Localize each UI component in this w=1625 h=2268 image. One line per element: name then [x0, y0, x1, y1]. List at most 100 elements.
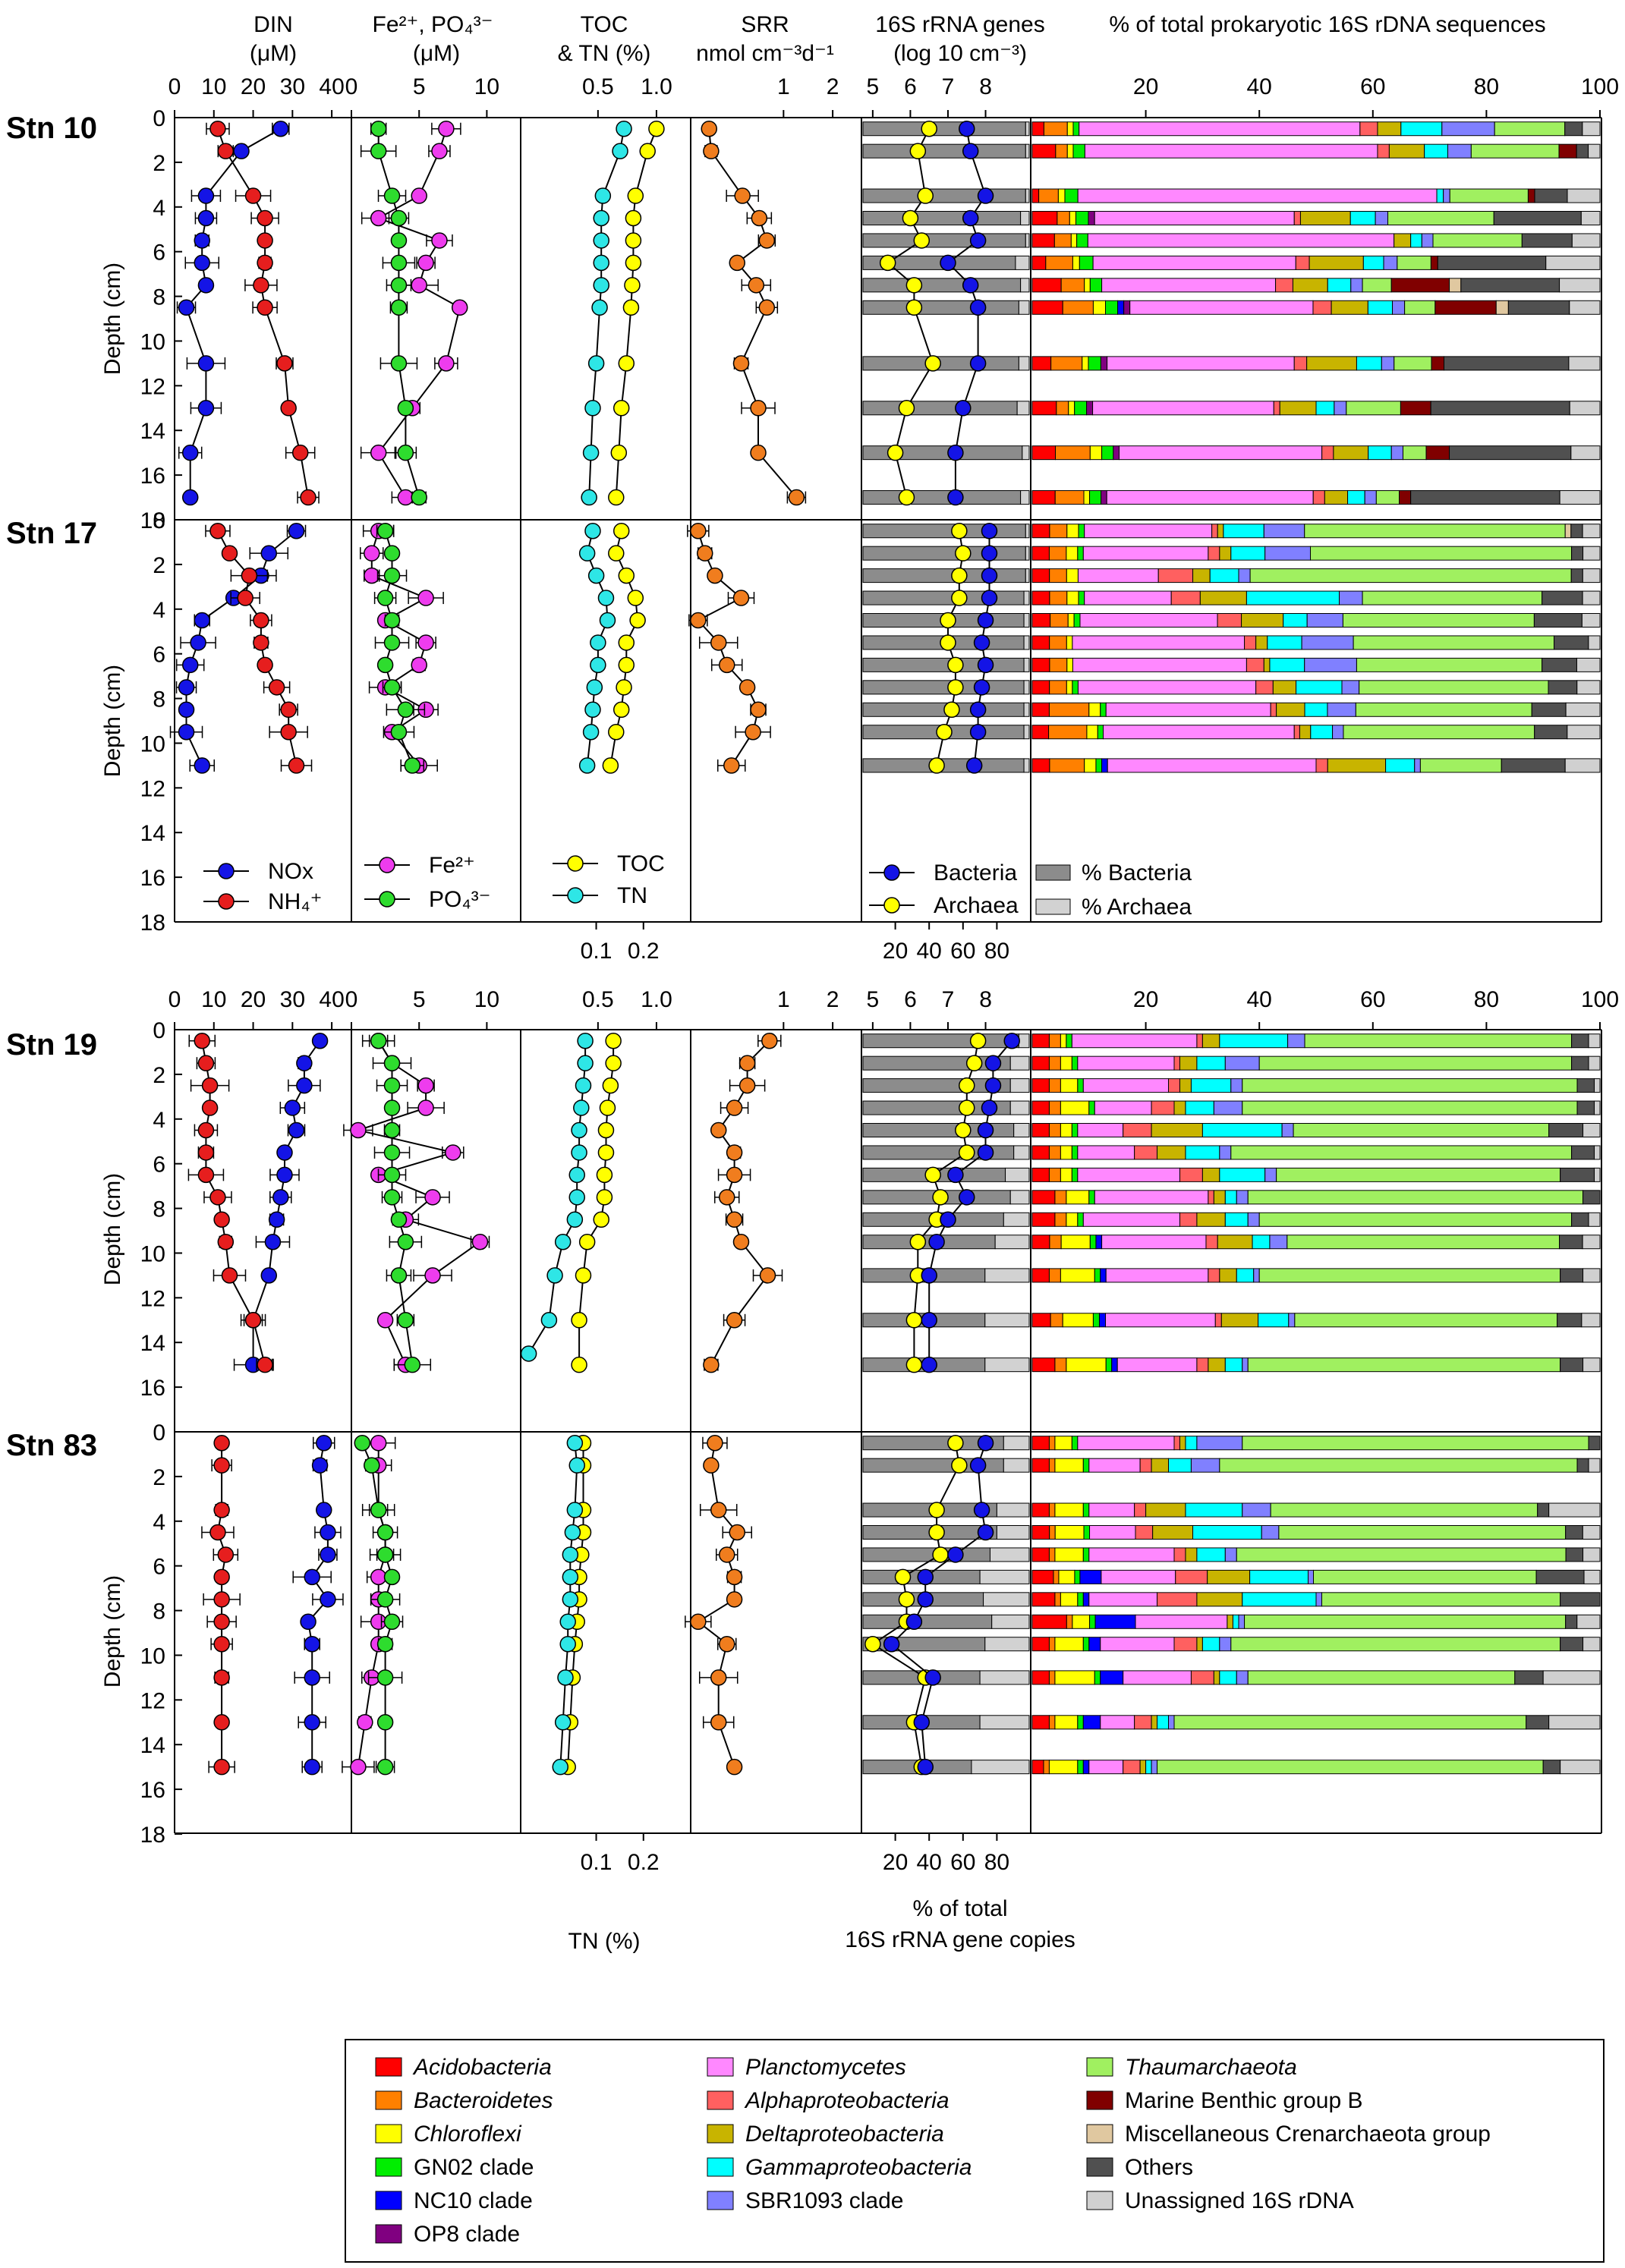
depth-tick-label: 12	[140, 1688, 165, 1713]
bacteria-genes-point	[924, 1669, 941, 1686]
composition-segment	[1209, 568, 1239, 584]
composition-segment	[1567, 188, 1601, 203]
nh4-point	[257, 656, 273, 674]
composition-segment	[1048, 1547, 1056, 1562]
composition-segment	[1565, 1614, 1578, 1629]
composition-segment	[1031, 1715, 1050, 1730]
composition-segment	[1421, 233, 1434, 248]
srr-line	[708, 128, 798, 499]
composition-segment	[1031, 233, 1055, 248]
composition-segment	[1258, 1212, 1573, 1227]
composition-segment	[1054, 1547, 1084, 1562]
nox-point	[276, 1166, 293, 1184]
composition-segment	[1582, 590, 1601, 606]
composition-segment	[1173, 1715, 1527, 1730]
composition-segment	[1196, 1212, 1226, 1227]
pct-bacteria-legend-swatch	[1035, 864, 1071, 881]
composition-segment	[1123, 1123, 1152, 1137]
composition-segment	[1219, 1458, 1578, 1473]
archaea-genes-point	[917, 187, 934, 204]
po4-point	[376, 1669, 394, 1686]
composition-segment	[1356, 356, 1382, 371]
composition-segment	[1582, 568, 1601, 584]
fe-point	[417, 254, 434, 272]
toc-point	[616, 679, 632, 696]
composition-axis-title: % of total prokaryotic 16S rDNA sequence…	[1109, 12, 1545, 37]
composition-segment	[1077, 1145, 1135, 1160]
genes-pct-tick-label: 60	[950, 939, 975, 964]
composition-segment	[1031, 758, 1050, 773]
composition-segment	[1054, 1212, 1067, 1227]
po4-point	[404, 1356, 421, 1373]
composition-segment	[1557, 1313, 1582, 1328]
srr-point	[738, 679, 756, 696]
composition-segment	[1031, 1313, 1051, 1328]
composition-segment	[1249, 568, 1572, 584]
composition-segment	[1077, 568, 1159, 584]
composition-segment	[1031, 725, 1050, 740]
composition-segment	[1390, 278, 1450, 293]
tn-point	[562, 1568, 579, 1586]
archaea-genes-point	[905, 277, 923, 294]
composition-segment	[1054, 1637, 1084, 1652]
composition-segment	[1134, 1145, 1158, 1160]
toc-point	[575, 1267, 592, 1284]
nox-point	[197, 209, 215, 227]
bacteria-genes-point	[977, 1121, 994, 1139]
composition-segment	[1031, 188, 1040, 203]
composition-segment	[1048, 1436, 1056, 1451]
composition-segment	[1060, 1033, 1067, 1049]
composition-segment	[1066, 524, 1079, 539]
composition-segment	[1031, 546, 1050, 561]
composition-segment	[1031, 524, 1050, 539]
composition-segment	[1031, 1614, 1067, 1629]
composition-segment	[1548, 1502, 1601, 1518]
composition-segment	[1534, 725, 1568, 740]
taxon-label: Planctomycetes	[745, 2055, 906, 2080]
nox-point	[304, 1635, 320, 1653]
archaea-genes-point	[924, 1166, 941, 1184]
composition-segment	[1545, 255, 1601, 270]
composition-segment	[1045, 255, 1073, 270]
depth-tick-label: 14	[140, 1331, 165, 1356]
composition-segment	[1145, 1760, 1152, 1775]
composition-segment	[1077, 1123, 1124, 1137]
taxon-label: Marine Benthic group B	[1125, 2088, 1363, 2113]
composition-segment	[1060, 1592, 1079, 1607]
composition-segment	[1276, 1167, 1561, 1182]
composition-segment	[1066, 568, 1079, 584]
composition-segment	[1526, 1715, 1550, 1730]
composition-segment	[1088, 211, 1095, 225]
composition-segment	[1560, 1357, 1584, 1373]
fe-point	[471, 1233, 489, 1250]
pct-bacteria-bar	[862, 445, 1023, 461]
composition-segment	[1542, 1670, 1601, 1685]
po4-point	[376, 656, 394, 674]
composition-segment	[1582, 524, 1601, 539]
composition-segment	[1050, 613, 1069, 628]
composition-segment	[1031, 1167, 1050, 1182]
toc-point	[608, 723, 625, 741]
fe-point	[364, 545, 380, 561]
composition-segment	[1565, 1547, 1584, 1562]
composition-segment	[1031, 211, 1058, 225]
composition-segment	[1078, 590, 1085, 606]
depth-axis-title: Depth (cm)	[100, 263, 125, 375]
composition-segment	[1069, 211, 1077, 225]
composition-segment	[1072, 121, 1080, 137]
composition-segment	[1582, 1357, 1601, 1373]
composition-segment	[1327, 758, 1387, 773]
composition-segment	[1066, 1614, 1073, 1629]
composition-segment	[1560, 1268, 1584, 1283]
composition-segment	[1283, 613, 1308, 628]
po4-point	[383, 1613, 401, 1631]
toc-point	[613, 400, 630, 417]
genes-pct-tick-label: 40	[917, 939, 942, 964]
composition-segment	[1205, 1235, 1218, 1250]
toc-point	[610, 444, 628, 461]
bacteria-genes-point	[883, 1635, 900, 1653]
composition-segment	[1054, 1592, 1061, 1607]
taxon-swatch	[375, 2191, 402, 2210]
taxon-label: SBR1093 clade	[745, 2188, 903, 2213]
genes-tick-label: 8	[979, 987, 992, 1012]
